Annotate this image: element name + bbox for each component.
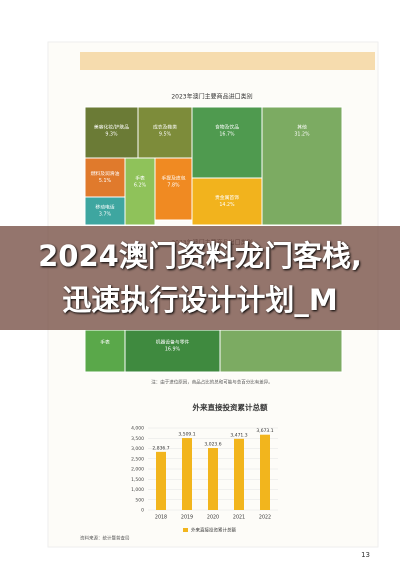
value-label: 3,471.3 bbox=[230, 432, 247, 438]
y-tick-label: 3,500 bbox=[131, 436, 144, 442]
bar bbox=[260, 434, 270, 510]
cell-label: 其他 bbox=[297, 124, 307, 131]
cell-value: 14.2% bbox=[219, 202, 235, 208]
treemap-cell bbox=[84, 329, 126, 373]
cell-label: 机器设备与零件 bbox=[156, 339, 190, 346]
treemap-note: 注：由于进位原因，商品占比的总和可能与总百分比有差异。 bbox=[151, 379, 273, 386]
page-number: 13 bbox=[361, 551, 370, 559]
legend-swatch bbox=[183, 528, 188, 532]
value-label: 3,673.1 bbox=[256, 428, 273, 434]
treemap-cell bbox=[84, 157, 126, 198]
treemap-cell bbox=[191, 177, 263, 226]
x-tick-label: 2019 bbox=[181, 515, 193, 521]
y-tick-label: 3,000 bbox=[131, 446, 144, 452]
x-tick-label: 2018 bbox=[155, 515, 167, 521]
cell-value: 7.8% bbox=[167, 183, 180, 189]
cell-label: 手表 bbox=[135, 175, 145, 182]
cell-label: 燃料及润滑油 bbox=[91, 170, 120, 177]
cell-value: 16.9% bbox=[165, 347, 181, 353]
y-tick-label: 4,000 bbox=[131, 426, 144, 432]
value-label: 3,023.6 bbox=[204, 442, 221, 448]
cell-label: 贵金属首饰 bbox=[215, 194, 239, 201]
cell-value: 31.2% bbox=[294, 132, 310, 138]
treemap-title: 2023年澳门主要商品进口类别 bbox=[171, 93, 252, 101]
value-label: 3,509.1 bbox=[178, 432, 195, 438]
overlay-banner: 2024澳门资料龙门客栈,迅速执行设计计划_M bbox=[0, 226, 400, 330]
cell-label: 手提及皮包 bbox=[162, 175, 186, 182]
treemap-cell bbox=[124, 157, 156, 226]
y-tick-label: 0 bbox=[141, 508, 144, 514]
chart-title: 外来直接投资累计总额 bbox=[193, 402, 268, 412]
cell-value: 3.7% bbox=[99, 212, 112, 218]
treemap-cell bbox=[137, 106, 193, 159]
bar bbox=[156, 451, 166, 510]
y-tick-label: 1,000 bbox=[131, 487, 144, 493]
cell-value: 6.2% bbox=[134, 183, 147, 189]
bar bbox=[208, 448, 218, 510]
x-tick-label: 2020 bbox=[207, 515, 219, 521]
legend-label: 外来直接投资累计总额 bbox=[191, 527, 236, 534]
treemap-cell bbox=[124, 329, 221, 373]
treemap-cell bbox=[219, 329, 343, 373]
value-label: 2,836.7 bbox=[152, 445, 169, 451]
x-tick-label: 2022 bbox=[259, 515, 271, 521]
cell-value: 16.7% bbox=[219, 132, 235, 138]
x-tick-label: 2021 bbox=[233, 515, 245, 521]
cell-value: 5.1% bbox=[99, 178, 112, 184]
treemap-cell bbox=[191, 106, 263, 179]
y-tick-label: 1,500 bbox=[131, 477, 144, 483]
header-band bbox=[80, 52, 375, 70]
cell-value: 9.3% bbox=[105, 132, 118, 138]
y-tick-label: 500 bbox=[135, 497, 144, 503]
cell-label: 成衣及鞋类 bbox=[153, 124, 177, 131]
cell-label: 食物及饮品 bbox=[215, 124, 239, 131]
cell-label: 手表 bbox=[100, 339, 110, 346]
treemap-cell bbox=[261, 106, 343, 226]
bar bbox=[182, 438, 192, 510]
cell-value: 9.5% bbox=[159, 132, 172, 138]
cell-label: 美容化妆/护肤品 bbox=[94, 124, 129, 131]
y-tick-label: 2,000 bbox=[131, 467, 144, 473]
y-tick-label: 2,500 bbox=[131, 456, 144, 462]
bar bbox=[234, 438, 244, 510]
treemap-cell bbox=[84, 196, 126, 226]
treemap-cell bbox=[154, 157, 193, 221]
source-note: 资料来源：统计暨普查局 bbox=[80, 535, 130, 542]
cell-label: 移动电话 bbox=[95, 204, 114, 211]
